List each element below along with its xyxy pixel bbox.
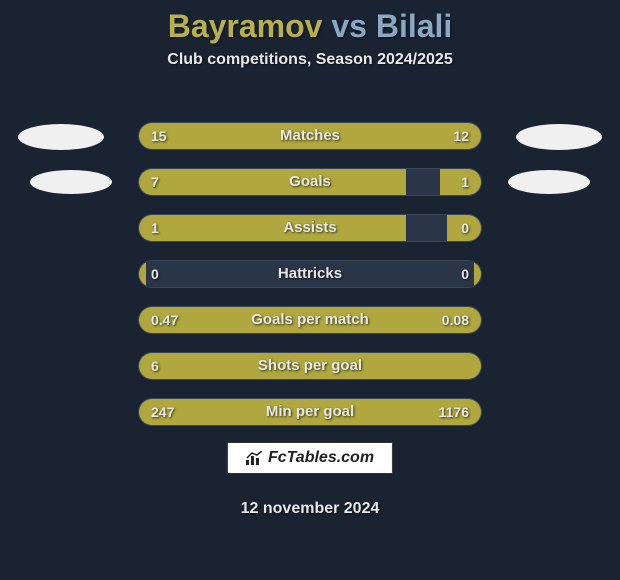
stat-label: Assists xyxy=(139,215,481,241)
stats-container: 15Matches127Goals11Assists00Hattricks00.… xyxy=(138,122,482,444)
stat-row: 0.47Goals per match0.08 xyxy=(138,306,482,334)
stat-value-right: 0 xyxy=(461,261,469,287)
player2-name: Bilali xyxy=(376,8,452,44)
stat-value-right: 0 xyxy=(461,215,469,241)
stat-row: 0Hattricks0 xyxy=(138,260,482,288)
vs-text: vs xyxy=(331,8,367,44)
stat-value-right: 1 xyxy=(461,169,469,195)
stat-value-right: 0.08 xyxy=(442,307,469,333)
watermark-text: FcTables.com xyxy=(268,449,374,466)
badge-left-1 xyxy=(18,124,104,150)
stat-label: Hattricks xyxy=(139,261,481,287)
date-text: 12 november 2024 xyxy=(0,500,620,518)
comparison-title: Bayramov vs Bilali xyxy=(0,0,620,45)
stat-label: Goals per match xyxy=(139,307,481,333)
chart-icon xyxy=(246,451,264,465)
stat-value-right: 12 xyxy=(453,123,469,149)
watermark: FcTables.com xyxy=(227,442,393,474)
stat-row: 1Assists0 xyxy=(138,214,482,242)
stat-label: Shots per goal xyxy=(139,353,481,379)
player1-name: Bayramov xyxy=(168,8,323,44)
stat-label: Goals xyxy=(139,169,481,195)
badge-right-2 xyxy=(508,170,590,194)
stat-value-right: 1176 xyxy=(439,399,469,425)
stat-row: 6Shots per goal xyxy=(138,352,482,380)
stat-row: 247Min per goal1176 xyxy=(138,398,482,426)
subtitle: Club competitions, Season 2024/2025 xyxy=(0,51,620,69)
stat-row: 7Goals1 xyxy=(138,168,482,196)
badge-left-2 xyxy=(30,170,112,194)
stat-label: Min per goal xyxy=(139,399,481,425)
badge-right-1 xyxy=(516,124,602,150)
stat-label: Matches xyxy=(139,123,481,149)
stat-row: 15Matches12 xyxy=(138,122,482,150)
